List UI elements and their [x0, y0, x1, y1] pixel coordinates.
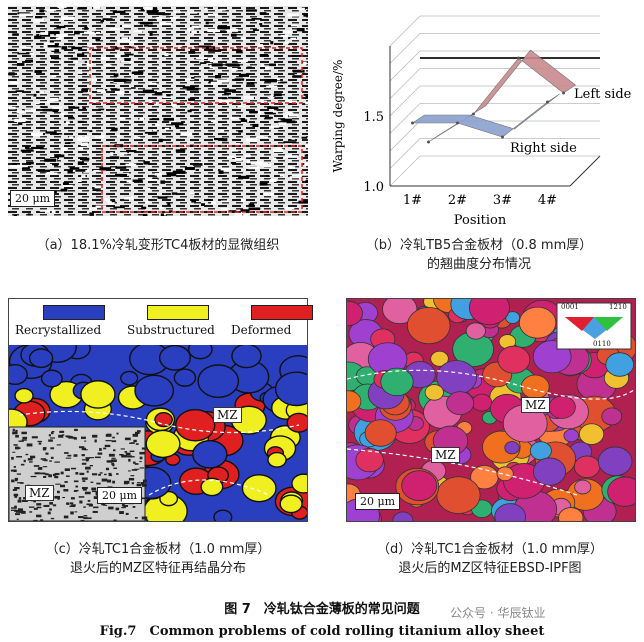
y-tick-label: 1.5 [363, 110, 384, 125]
legend-swatch [43, 305, 105, 320]
mz-label-c2: MZ [25, 485, 54, 501]
series-label: Left side [574, 87, 632, 102]
ipf-label-0001: 0001 [561, 303, 579, 311]
data-point [546, 100, 549, 104]
figure-title-en: Fig.7 Common problems of cold rolling ti… [99, 624, 545, 639]
data-point [427, 140, 430, 144]
caption-b-line1: （b）冷轧TB5合金板材（0.8 mm厚） [365, 238, 593, 253]
caption-c-line1: （c）冷轧TC1合金板材（1.0 mm厚） [45, 542, 271, 557]
ipf-label-0110: 0110 [593, 340, 611, 348]
caption-b-line2: 的翘曲度分布情况 [426, 257, 531, 272]
legend-label: Substructured [127, 323, 215, 337]
data-point [501, 135, 504, 139]
caption-d-line2: 退火后的MZ区特征EBSD-IPF图 [398, 561, 582, 576]
caption-c-line2: 退火后的MZ区特征再结晶分布 [69, 561, 247, 576]
ipf-label-1210: 1210 [609, 303, 627, 311]
caption-d-line1: （d）冷轧TC1合金板材（1.0 mm厚） [377, 542, 603, 557]
x-tick-label: 2# [448, 193, 467, 208]
caption-c: （c）冷轧TC1合金板材（1.0 mm厚） 退火后的MZ区特征再结晶分布 [8, 540, 308, 578]
legend-swatch [251, 305, 313, 320]
y-axis-label: Warping degree/% [331, 60, 345, 173]
warping-chart: 1# 2# 3# 4# 1.0 1.5 Position Warping degree/% Le… [331, 15, 632, 228]
panel-d-ebsd-ipf: 0001 1210 0110 MZ MZ 20 μm [331, 285, 644, 534]
watermark: 公众号 · 华辰钛业 [450, 606, 546, 620]
series-label: Right side [510, 141, 577, 156]
figure-title-cn: 图 7 冷轧钛合金薄板的常见问题 [224, 602, 420, 617]
caption-d: （d）冷轧TC1合金板材（1.0 mm厚） 退火后的MZ区特征EBSD-IPF图 [340, 540, 640, 578]
scale-bar-a: 20 μm [10, 190, 56, 207]
panel-c-recrystallization-map: Recrystallized Substructured Deformed MZ M… [8, 298, 313, 522]
x-tick-label: 1# [403, 193, 422, 208]
ipf-map-d [331, 285, 644, 534]
caption-a: （a）18.1%冷轧变形TC4板材的显微组织 [36, 238, 280, 253]
micrograph-a-image [8, 6, 318, 219]
panel-b-chart: 1# 2# 3# 4# 1.0 1.5 Position Warping degree/% Le… [320, 6, 638, 236]
mz-label-c1: MZ [213, 407, 242, 423]
mz-label-d1: MZ [521, 397, 550, 413]
data-point [456, 121, 459, 125]
panel-a-micrograph: 20 μm [8, 6, 318, 219]
data-point [472, 112, 475, 116]
caption-b: （b）冷轧TB5合金板材（0.8 mm厚） 的翘曲度分布情况 [320, 236, 638, 274]
mz-label-d2: MZ [431, 447, 460, 463]
scale-bar-d: 20 μm [355, 493, 401, 510]
data-point [411, 121, 414, 125]
grain-map-c [9, 345, 307, 521]
y-tick-label: 1.0 [363, 180, 384, 195]
legend-swatch [147, 305, 209, 320]
data-point [562, 91, 565, 95]
x-tick-label: 3# [493, 193, 512, 208]
scale-bar-c: 20 μm [97, 487, 143, 504]
legend-label: Recrystallized [15, 323, 102, 337]
data-point [517, 56, 520, 60]
legend-label: Deformed [231, 323, 292, 337]
x-axis-label: Position [454, 213, 507, 228]
series-ribbon-1 [411, 93, 560, 138]
x-tick-label: 4# [538, 193, 557, 208]
